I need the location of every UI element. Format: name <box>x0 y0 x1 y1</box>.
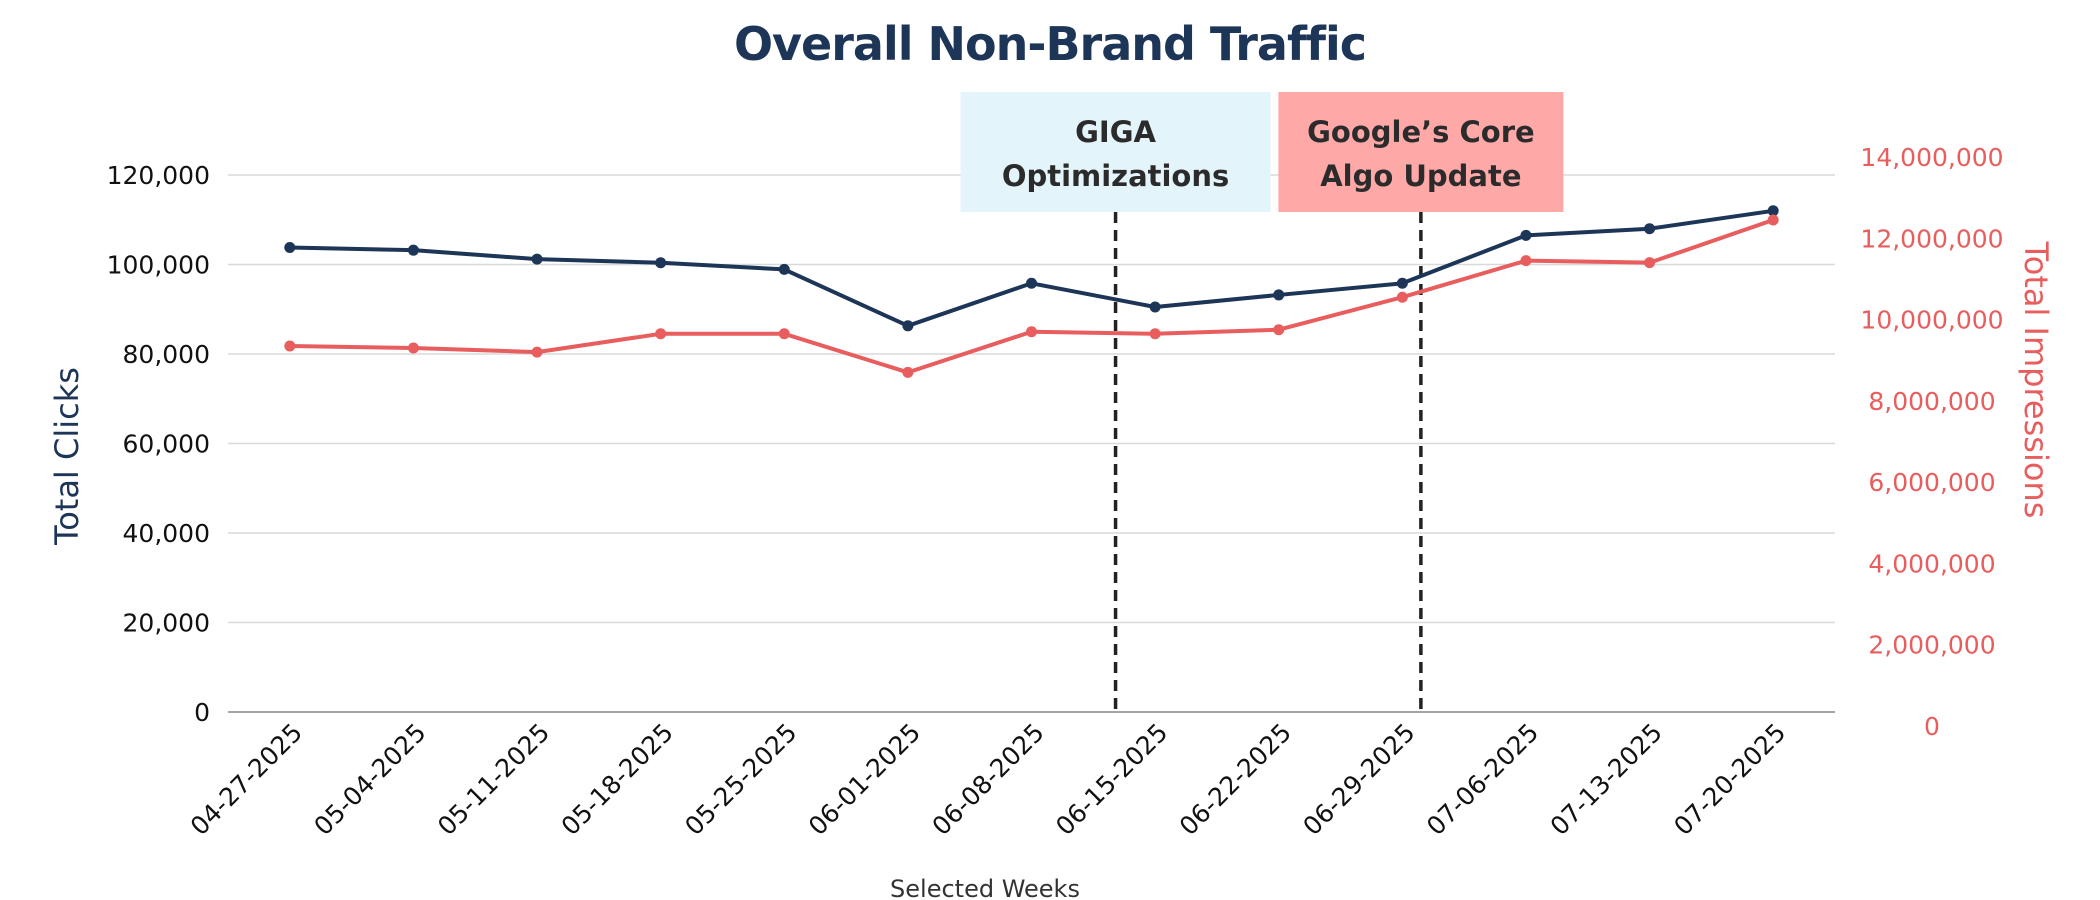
total-clicks-point <box>655 257 667 269</box>
y-right-tick-label: 14,000,000 <box>1860 143 2003 172</box>
y-left-tick-label: 0 <box>194 698 210 727</box>
total-impressions-point <box>531 346 543 358</box>
y-right-tick-label: 6,000,000 <box>1868 468 1995 497</box>
total-clicks-point <box>1149 301 1161 313</box>
total-impressions-point <box>407 342 419 354</box>
total-impressions-point <box>902 366 914 378</box>
y-right-axis-title: Total Impressions <box>2017 241 2055 519</box>
y-right-tick-label: 0 <box>1924 712 1940 741</box>
annotation-label: Google’s Core <box>1307 115 1535 149</box>
total-impressions-point <box>1520 255 1532 267</box>
x-tick-label: 06-15-2025 <box>1050 718 1173 841</box>
y-right-tick-label: 2,000,000 <box>1868 631 1995 660</box>
x-tick-label: 06-08-2025 <box>926 718 1049 841</box>
y-left-tick-label: 100,000 <box>107 251 210 280</box>
y-left-tick-label: 80,000 <box>123 340 210 369</box>
y-left-axis-title: Total Clicks <box>48 367 86 546</box>
x-tick-label: 06-01-2025 <box>803 718 926 841</box>
y-right-tick-label: 10,000,000 <box>1860 306 2003 335</box>
annotation-box <box>1278 92 1564 212</box>
total-impressions-point <box>655 328 667 340</box>
x-tick-label: 05-04-2025 <box>308 718 431 841</box>
x-tick-label: 06-29-2025 <box>1297 718 1420 841</box>
total-impressions-point <box>1149 328 1161 340</box>
y-left-tick-label: 120,000 <box>107 161 210 190</box>
annotation-label: Optimizations <box>1002 159 1229 193</box>
total-clicks-point <box>407 244 419 256</box>
total-impressions-point <box>1396 291 1408 303</box>
annotation-label: Algo Update <box>1320 159 1521 193</box>
total-clicks-point <box>1520 229 1532 241</box>
total-impressions-line <box>289 218 1774 375</box>
total-clicks-point <box>284 241 296 253</box>
x-tick-label: 04-27-2025 <box>185 718 308 841</box>
x-tick-label: 05-11-2025 <box>432 718 555 841</box>
x-tick-label: 07-06-2025 <box>1421 718 1544 841</box>
total-clicks-point <box>778 263 790 275</box>
y-left-tick-label: 60,000 <box>123 430 210 459</box>
total-clicks-point <box>1396 277 1408 289</box>
total-impressions-point <box>1273 324 1285 336</box>
y-right-tick-label: 8,000,000 <box>1868 387 1995 416</box>
x-tick-label: 05-18-2025 <box>556 718 679 841</box>
total-impressions-point <box>1767 214 1779 226</box>
x-tick-label: 05-25-2025 <box>679 718 802 841</box>
total-clicks-point <box>1026 277 1037 289</box>
annotation-label: GIGA <box>1075 115 1156 149</box>
total-impressions-point <box>284 340 296 352</box>
y-left-tick-label: 20,000 <box>123 609 210 638</box>
total-impressions-point <box>1026 326 1037 338</box>
x-tick-label: 07-13-2025 <box>1545 718 1668 841</box>
total-impressions-point <box>778 328 790 340</box>
total-clicks-point <box>1767 205 1779 217</box>
x-tick-label: 06-22-2025 <box>1174 718 1297 841</box>
total-clicks-point <box>1273 289 1285 301</box>
total-clicks-point <box>1644 223 1656 235</box>
total-clicks-point <box>531 253 543 265</box>
total-impressions-point <box>1644 257 1656 269</box>
chart-title: Overall Non-Brand Traffic <box>734 17 1366 71</box>
x-axis-title: Selected Weeks <box>890 875 1080 900</box>
y-right-tick-label: 12,000,000 <box>1860 224 2003 253</box>
total-clicks-point <box>902 320 914 332</box>
annotation-box <box>960 92 1271 212</box>
total-clicks-line <box>289 208 1774 328</box>
x-tick-label: 07-20-2025 <box>1668 718 1791 841</box>
y-left-tick-label: 40,000 <box>123 519 210 548</box>
y-right-tick-label: 4,000,000 <box>1868 549 1995 578</box>
